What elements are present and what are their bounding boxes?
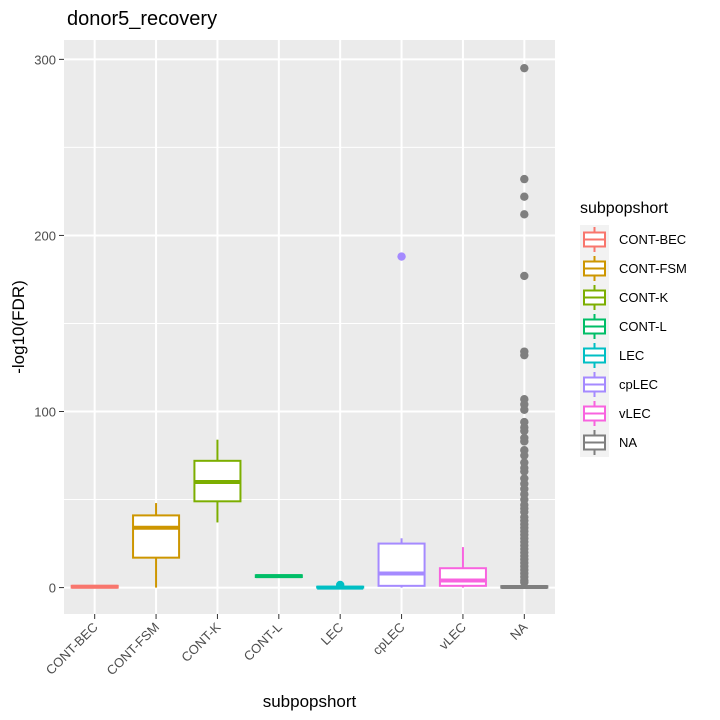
legend-item-vLEC: vLEC xyxy=(580,399,651,428)
x-tick-label: vLEC xyxy=(436,620,469,653)
x-tick-label: NA xyxy=(507,619,531,643)
outlier-point xyxy=(520,210,529,219)
legend-title: subpopshort xyxy=(580,200,669,217)
y-axis-title: -log10(FDR) xyxy=(9,280,28,374)
legend-item-CONT-L: CONT-L xyxy=(580,312,667,341)
outlier-point xyxy=(520,192,529,201)
outlier-point xyxy=(520,437,529,446)
box-NA xyxy=(500,63,549,590)
outlier-point xyxy=(520,426,529,436)
legend-label: vLEC xyxy=(619,406,651,421)
outlier-point xyxy=(520,350,529,360)
box-CONT-BEC xyxy=(70,584,119,589)
chart-title: donor5_recovery xyxy=(67,8,217,30)
outlier-point xyxy=(520,405,529,414)
x-tick-label: CONT-K xyxy=(178,619,224,665)
x-tick-label: CONT-L xyxy=(241,620,285,664)
box-CONT-K xyxy=(193,439,242,523)
legend-item-cpLEC: cpLEC xyxy=(580,370,658,399)
x-tick-label: CONT-BEC xyxy=(43,620,101,678)
box-iqr xyxy=(132,514,181,559)
legend-label: NA xyxy=(619,435,637,450)
outlier-point xyxy=(520,578,529,587)
legend: subpopshort CONT-BEC CONT-FSM CONT-K CONT-L… xyxy=(580,200,687,457)
outlier-point xyxy=(520,467,529,476)
x-tick-label: LEC xyxy=(318,620,346,648)
legend-label: CONT-BEC xyxy=(619,232,686,247)
legend-label: cpLEC xyxy=(619,377,658,392)
legend-label: CONT-FSM xyxy=(619,261,687,276)
x-axis: CONT-BEC CONT-FSM CONT-K CONT-L LEC cpLEC vLEC… xyxy=(43,614,531,678)
x-axis-title: subpopshort xyxy=(263,692,357,711)
outlier-point xyxy=(397,252,406,261)
outlier-point xyxy=(520,63,529,73)
minor-gridlines xyxy=(64,146,555,501)
box-cpLEC xyxy=(377,252,426,588)
legend-item-CONT-K: CONT-K xyxy=(580,283,668,312)
box-vLEC xyxy=(438,547,487,588)
y-axis: 0 100 200 300 xyxy=(34,52,64,596)
boxes-layer xyxy=(70,63,549,590)
y-tick-label: 100 xyxy=(34,405,56,420)
y-tick-label: 0 xyxy=(49,581,56,596)
box-iqr xyxy=(377,542,426,587)
x-tick-label: cpLEC xyxy=(369,620,407,658)
box-CONT-FSM xyxy=(132,503,181,588)
outlier-point xyxy=(520,271,529,281)
legend-item-LEC: LEC xyxy=(580,341,644,370)
legend-item-CONT-FSM: CONT-FSM xyxy=(580,254,687,283)
legend-item-NA: NA xyxy=(580,428,637,457)
y-tick-label: 300 xyxy=(34,52,56,67)
box-CONT-L xyxy=(254,574,303,579)
legend-label: CONT-K xyxy=(619,290,668,305)
y-tick-label: 200 xyxy=(34,228,56,243)
legend-item-CONT-BEC: CONT-BEC xyxy=(580,225,686,254)
outlier-point xyxy=(520,174,529,184)
x-tick-label: CONT-FSM xyxy=(104,620,163,679)
outlier-point xyxy=(335,580,345,590)
box-iqr xyxy=(438,567,487,587)
outlier-point xyxy=(520,451,529,460)
legend-label: CONT-L xyxy=(619,319,667,334)
box-LEC xyxy=(316,580,365,590)
legend-label: LEC xyxy=(619,348,644,363)
